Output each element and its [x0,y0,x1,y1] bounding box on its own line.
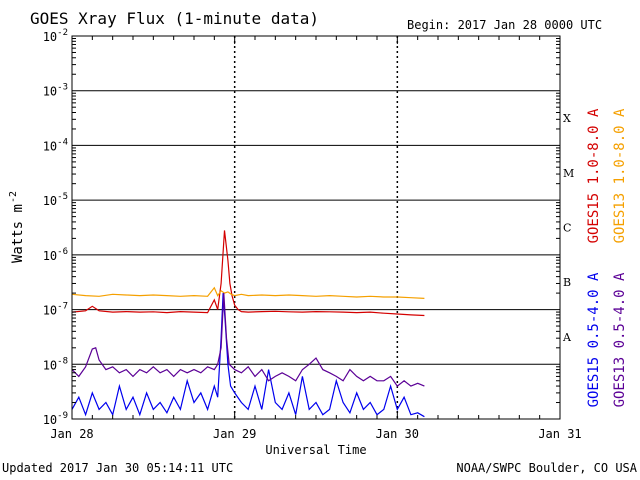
series-line-goes15-1-0-8-0-a [71,230,425,317]
series-line-goes15-0-5-4-0-a [71,293,425,418]
credit-text: NOAA/SWPC Boulder, CO USA [456,461,637,475]
grid [72,36,560,419]
legend: GOES15 1.0-8.0 A GOES13 1.0-8.0 A GOES15 0… [586,108,628,407]
legend-item: GOES15 0.5-4.0 A [586,272,602,407]
y-axis-label-superscript: -2 [8,191,19,203]
y-tick-label: 10-3 [43,83,68,99]
y-tick-label: 10-4 [43,137,68,153]
legend-item: GOES15 1.0-8.0 A [586,108,602,243]
legend-label: GOES15 1.0-8.0 A [586,108,602,243]
x-axis-label: Universal Time [265,443,366,457]
x-tick-label: Jan 30 [376,427,419,441]
y-tick-label: 10-8 [43,356,68,372]
series-line-goes13-1-0-8-0-a [71,286,425,299]
begin-date: Begin: 2017 Jan 28 0000 UTC [407,18,602,32]
flare-class-labels: X M C B A [562,112,574,344]
legend-label: GOES15 0.5-4.0 A [586,272,602,407]
x-tick-label: Jan 28 [50,427,93,441]
y-tick-label: 10-5 [43,192,68,208]
legend-label: GOES13 0.5-4.0 A [612,272,628,407]
y-tick-label: 10-2 [43,28,68,44]
y-axis-label-text: Watts m [10,204,26,263]
legend-item: GOES13 0.5-4.0 A [612,272,628,407]
y-tick-label: 10-9 [43,411,68,427]
flare-class-m: M [563,167,574,180]
flare-class-a: A [562,331,572,344]
y-tick-label: 10-6 [43,247,68,263]
series-line-goes13-0-5-4-0-a [71,293,425,387]
chart-title: GOES Xray Flux (1-minute data) [30,9,319,28]
plot-frame [71,35,561,420]
updated-timestamp: Updated 2017 Jan 30 05:14:11 UTC [2,461,233,475]
flare-class-c: C [563,222,571,235]
flare-class-x: X [563,112,571,125]
x-tick-label: Jan 29 [213,427,256,441]
y-axis-label: Watts m-2 [8,191,26,263]
y-axis-ticks: 10-2 10-3 10-4 10-5 10-6 10-7 10-8 10-9 [43,28,560,427]
legend-item: GOES13 1.0-8.0 A [612,108,628,243]
series-lines [71,230,425,418]
y-tick-label: 10-7 [43,302,68,318]
legend-label: GOES13 1.0-8.0 A [612,108,628,243]
flare-class-b: B [563,276,571,289]
x-axis-ticks: Jan 28 Jan 29 Jan 30 Jan 31 [50,36,582,441]
svg-text:Watts m-2: Watts m-2 [8,191,26,263]
x-tick-label: Jan 31 [538,427,581,441]
